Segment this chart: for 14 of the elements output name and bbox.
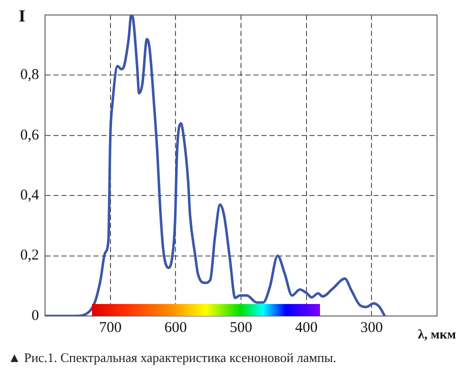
y-tick-label: 0 [32,308,39,324]
x-tick-label: 700 [99,320,122,336]
y-tick-label: 0,8 [20,67,39,84]
x-tick-label: 400 [295,320,318,336]
x-tick-label: 600 [164,320,187,336]
text: ▲ Рис.1. Спектральная характеристика ксеноновой лампы. [8,350,336,366]
line-series [45,15,386,316]
x-tick-label: 300 [360,320,383,336]
x-tick-label: 500 [230,320,252,336]
x-axis-title: λ, мкм [418,326,456,342]
y-axis-title: I [18,6,26,26]
y-tick-label: 0,4 [20,188,40,204]
y-tick-label: 0,6 [20,127,40,144]
y-tick-label: 0,2 [20,248,39,264]
